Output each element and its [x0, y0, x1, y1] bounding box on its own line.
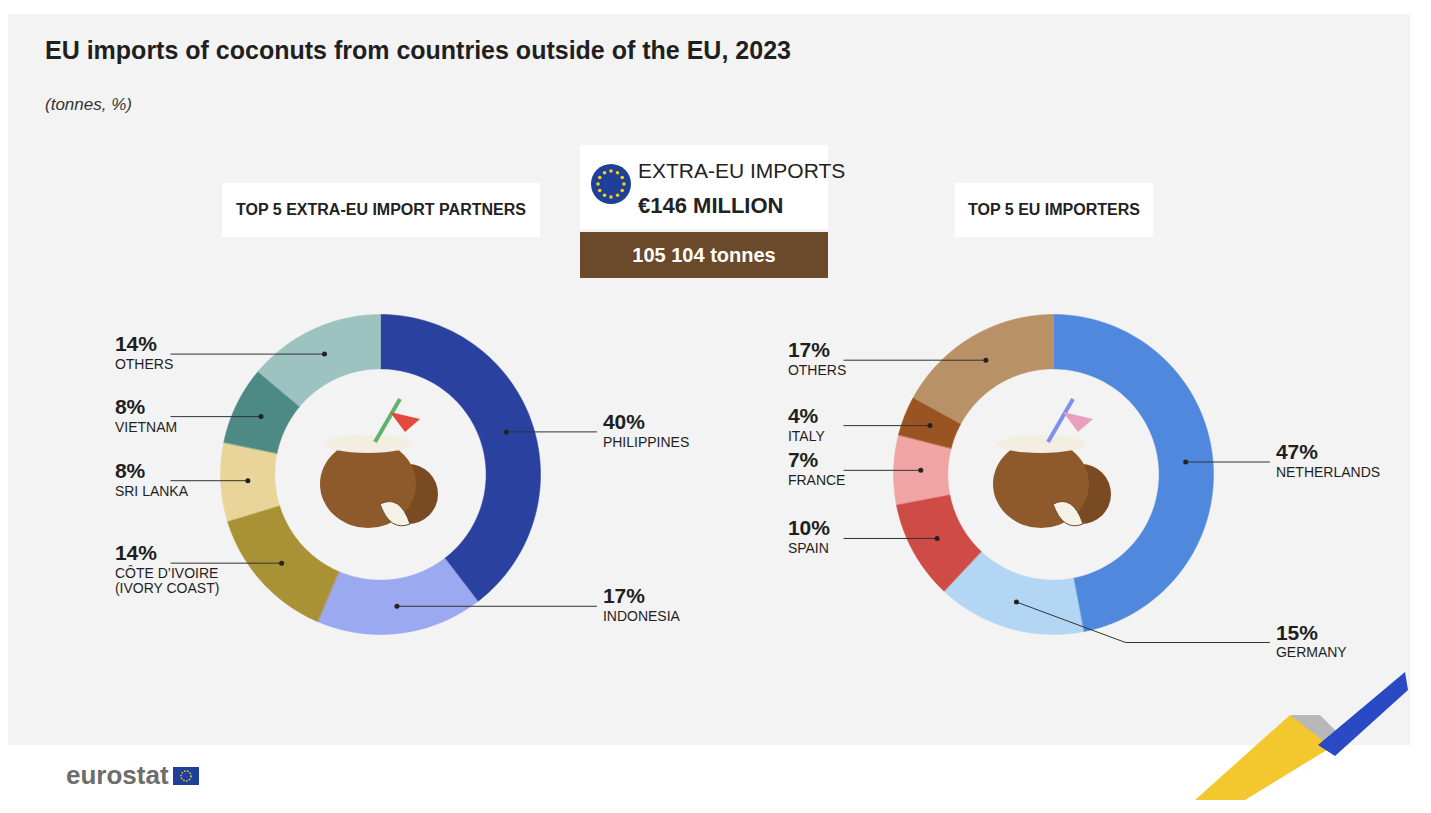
svg-text:SPAIN: SPAIN [788, 540, 829, 556]
html-text:TOP 5 EXTRA-EU IMPORT PARTNERS: TOP 5 EXTRA-EU IMPORT PARTNERS [236, 201, 526, 218]
svg-text:14%: 14% [115, 541, 157, 564]
svg-text:INDONESIA: INDONESIA [603, 608, 681, 624]
svg-text:15%: 15% [1276, 621, 1318, 644]
svg-text:8%: 8% [115, 395, 146, 418]
svg-text:OTHERS: OTHERS [788, 362, 846, 378]
svg-text:PHILIPPINES: PHILIPPINES [603, 434, 689, 450]
svg-text:7%: 7% [788, 448, 819, 471]
svg-text:8%: 8% [115, 459, 146, 482]
html-text:€146 MILLION: €146 MILLION [638, 193, 784, 218]
svg-text:17%: 17% [788, 338, 830, 361]
svg-text:ITALY: ITALY [788, 428, 825, 444]
html-text:(tonnes, %): (tonnes, %) [45, 95, 132, 114]
svg-text:FRANCE: FRANCE [788, 472, 846, 488]
svg-text:14%: 14% [115, 332, 157, 355]
svg-text:CÔTE D’IVOIRE(IVORY COAST): CÔTE D’IVOIRE(IVORY COAST) [115, 565, 220, 596]
html-text:eurostat: eurostat [66, 760, 169, 790]
html-text:EXTRA-EU IMPORTS: EXTRA-EU IMPORTS [638, 159, 846, 182]
svg-text:OTHERS: OTHERS [115, 356, 173, 372]
svg-text:4%: 4% [788, 404, 819, 427]
html-text:TOP 5 EU IMPORTERS: TOP 5 EU IMPORTERS [968, 201, 1140, 218]
html-text:105 104 tonnes: 105 104 tonnes [632, 243, 776, 266]
svg-text:10%: 10% [788, 516, 830, 539]
svg-text:SRI LANKA: SRI LANKA [115, 483, 189, 499]
svg-text:VIETNAM: VIETNAM [115, 419, 177, 435]
svg-text:17%: 17% [603, 584, 645, 607]
svg-text:NETHERLANDS: NETHERLANDS [1276, 464, 1380, 480]
svg-text:GERMANY: GERMANY [1276, 644, 1347, 660]
svg-text:47%: 47% [1276, 440, 1318, 463]
svg-text:40%: 40% [603, 410, 645, 433]
html-text:EU imports of coconuts from co: EU imports of coconuts from countries ou… [45, 36, 791, 64]
